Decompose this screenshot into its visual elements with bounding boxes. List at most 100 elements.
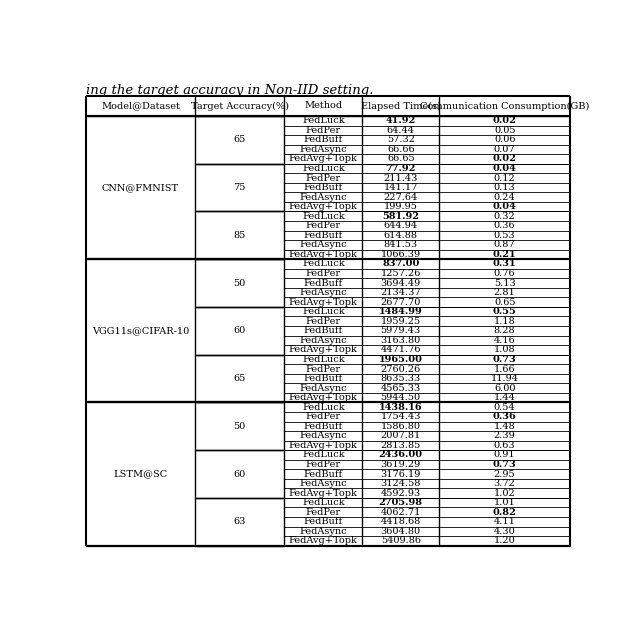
Text: 0.91: 0.91 bbox=[494, 451, 515, 459]
Text: 141.17: 141.17 bbox=[383, 183, 418, 192]
Text: FedAsync: FedAsync bbox=[300, 145, 347, 154]
Text: FedBuff: FedBuff bbox=[303, 374, 343, 383]
Text: 2436.00: 2436.00 bbox=[379, 451, 423, 459]
Text: 65: 65 bbox=[234, 374, 246, 383]
Text: 2705.98: 2705.98 bbox=[379, 498, 423, 507]
Text: 3124.58: 3124.58 bbox=[381, 479, 421, 488]
Text: 0.05: 0.05 bbox=[494, 126, 515, 135]
Text: FedAsync: FedAsync bbox=[300, 479, 347, 488]
Text: 0.82: 0.82 bbox=[493, 508, 516, 516]
Text: 4.30: 4.30 bbox=[494, 527, 516, 536]
Text: 2.39: 2.39 bbox=[494, 432, 516, 440]
Text: 3619.29: 3619.29 bbox=[381, 460, 421, 469]
Text: FedPer: FedPer bbox=[306, 317, 340, 326]
Text: FedLuck: FedLuck bbox=[302, 451, 344, 459]
Text: 0.07: 0.07 bbox=[494, 145, 515, 154]
Text: 644.94: 644.94 bbox=[383, 221, 418, 230]
Text: 2813.85: 2813.85 bbox=[381, 441, 421, 450]
Text: 2760.26: 2760.26 bbox=[381, 365, 421, 373]
Text: FedBuff: FedBuff bbox=[303, 326, 343, 335]
Text: 0.36: 0.36 bbox=[493, 412, 516, 421]
Text: 614.88: 614.88 bbox=[384, 231, 418, 240]
Text: 4565.33: 4565.33 bbox=[381, 384, 421, 392]
Text: FedLuck: FedLuck bbox=[302, 117, 344, 125]
Text: 3694.49: 3694.49 bbox=[381, 278, 421, 288]
Text: FedAsync: FedAsync bbox=[300, 384, 347, 392]
Text: 11.94: 11.94 bbox=[491, 374, 518, 383]
Text: 2.81: 2.81 bbox=[494, 288, 516, 297]
Text: 5.13: 5.13 bbox=[494, 278, 516, 288]
Text: 5944.50: 5944.50 bbox=[381, 393, 420, 402]
Text: FedAvg+Topk: FedAvg+Topk bbox=[289, 441, 358, 450]
Text: 64.44: 64.44 bbox=[387, 126, 415, 135]
Text: FedAvg+Topk: FedAvg+Topk bbox=[289, 489, 358, 498]
Text: 60: 60 bbox=[234, 469, 246, 479]
Text: FedAvg+Topk: FedAvg+Topk bbox=[289, 393, 358, 402]
Text: 0.36: 0.36 bbox=[494, 221, 515, 230]
Text: 2677.70: 2677.70 bbox=[381, 298, 421, 307]
Text: 50: 50 bbox=[234, 422, 246, 431]
Text: 0.24: 0.24 bbox=[494, 193, 516, 202]
Text: 3604.80: 3604.80 bbox=[381, 527, 420, 536]
Text: 0.55: 0.55 bbox=[493, 308, 516, 316]
Text: FedAsync: FedAsync bbox=[300, 193, 347, 202]
Text: 211.43: 211.43 bbox=[383, 174, 418, 182]
Text: 8.28: 8.28 bbox=[494, 326, 515, 335]
Text: FedLuck: FedLuck bbox=[302, 355, 344, 364]
Text: FedPer: FedPer bbox=[306, 460, 340, 469]
Text: 0.21: 0.21 bbox=[493, 250, 516, 259]
Text: 0.73: 0.73 bbox=[493, 355, 516, 364]
Text: FedBuff: FedBuff bbox=[303, 469, 343, 479]
Text: 1.66: 1.66 bbox=[494, 365, 515, 373]
Text: 841.53: 841.53 bbox=[383, 241, 418, 249]
Text: 1959.25: 1959.25 bbox=[381, 317, 420, 326]
Text: 5979.43: 5979.43 bbox=[381, 326, 421, 335]
Text: 1.01: 1.01 bbox=[494, 498, 516, 507]
Text: 6.00: 6.00 bbox=[494, 384, 515, 392]
Text: 0.06: 0.06 bbox=[494, 135, 515, 144]
Text: 3.72: 3.72 bbox=[493, 479, 516, 488]
Text: 57.32: 57.32 bbox=[387, 135, 415, 144]
Text: 0.04: 0.04 bbox=[493, 202, 516, 211]
Text: FedPer: FedPer bbox=[306, 126, 340, 135]
Text: 1438.16: 1438.16 bbox=[379, 403, 422, 412]
Text: 77.92: 77.92 bbox=[385, 164, 416, 173]
Text: VGG11s@CIFAR-10: VGG11s@CIFAR-10 bbox=[92, 326, 189, 335]
Text: 75: 75 bbox=[234, 183, 246, 192]
Text: FedPer: FedPer bbox=[306, 174, 340, 182]
Text: 1.18: 1.18 bbox=[494, 317, 516, 326]
Text: 60: 60 bbox=[234, 326, 246, 335]
Text: 0.53: 0.53 bbox=[494, 231, 515, 240]
Text: Elapsed Time(s): Elapsed Time(s) bbox=[361, 102, 441, 110]
Text: ing the target accuracy in Non-IID setting.: ing the target accuracy in Non-IID setti… bbox=[86, 84, 374, 97]
Text: 4592.93: 4592.93 bbox=[381, 489, 421, 498]
Text: FedPer: FedPer bbox=[306, 412, 340, 421]
Text: 1.08: 1.08 bbox=[494, 345, 515, 355]
Text: FedAvg+Topk: FedAvg+Topk bbox=[289, 536, 358, 546]
Text: 227.64: 227.64 bbox=[383, 193, 418, 202]
Text: 1.48: 1.48 bbox=[494, 422, 516, 431]
Text: 1965.00: 1965.00 bbox=[379, 355, 423, 364]
Text: 1484.99: 1484.99 bbox=[379, 308, 422, 316]
Text: 4.16: 4.16 bbox=[494, 336, 516, 345]
Text: FedPer: FedPer bbox=[306, 508, 340, 516]
Text: Communication Consumption(GB): Communication Consumption(GB) bbox=[420, 102, 589, 110]
Text: 0.87: 0.87 bbox=[494, 241, 515, 249]
Text: 1754.43: 1754.43 bbox=[381, 412, 421, 421]
Text: 4062.71: 4062.71 bbox=[381, 508, 421, 516]
Text: FedLuck: FedLuck bbox=[302, 164, 344, 173]
Text: LSTM@SC: LSTM@SC bbox=[113, 469, 168, 479]
Text: 4.11: 4.11 bbox=[493, 517, 516, 526]
Text: 1066.39: 1066.39 bbox=[381, 250, 420, 259]
Text: 0.02: 0.02 bbox=[493, 117, 516, 125]
Text: FedBuff: FedBuff bbox=[303, 135, 343, 144]
Text: FedAsync: FedAsync bbox=[300, 288, 347, 297]
Text: Model@Dataset: Model@Dataset bbox=[101, 102, 180, 110]
Text: Method: Method bbox=[304, 102, 342, 110]
Text: FedLuck: FedLuck bbox=[302, 498, 344, 507]
Text: FedPer: FedPer bbox=[306, 269, 340, 278]
Text: 199.95: 199.95 bbox=[384, 202, 418, 211]
Text: 4471.76: 4471.76 bbox=[381, 345, 421, 355]
Text: 41.92: 41.92 bbox=[386, 117, 416, 125]
Text: 0.54: 0.54 bbox=[494, 403, 515, 412]
